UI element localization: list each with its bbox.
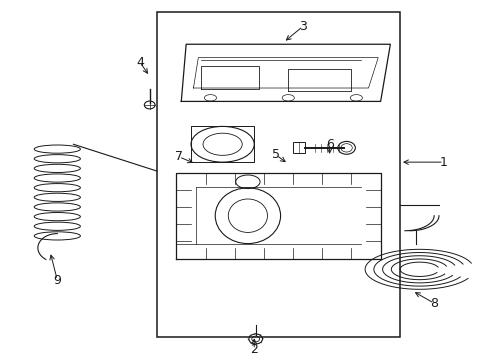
Text: 5: 5 bbox=[271, 148, 280, 162]
Bar bbox=[157, 12, 399, 337]
Text: 7: 7 bbox=[175, 150, 183, 163]
Text: 1: 1 bbox=[439, 156, 447, 168]
Bar bbox=[292, 143, 305, 153]
Text: 2: 2 bbox=[250, 343, 258, 356]
Text: 8: 8 bbox=[429, 297, 437, 310]
Text: 6: 6 bbox=[325, 138, 333, 151]
Text: 9: 9 bbox=[53, 274, 61, 287]
Text: 4: 4 bbox=[136, 55, 143, 69]
Text: 3: 3 bbox=[298, 20, 306, 33]
